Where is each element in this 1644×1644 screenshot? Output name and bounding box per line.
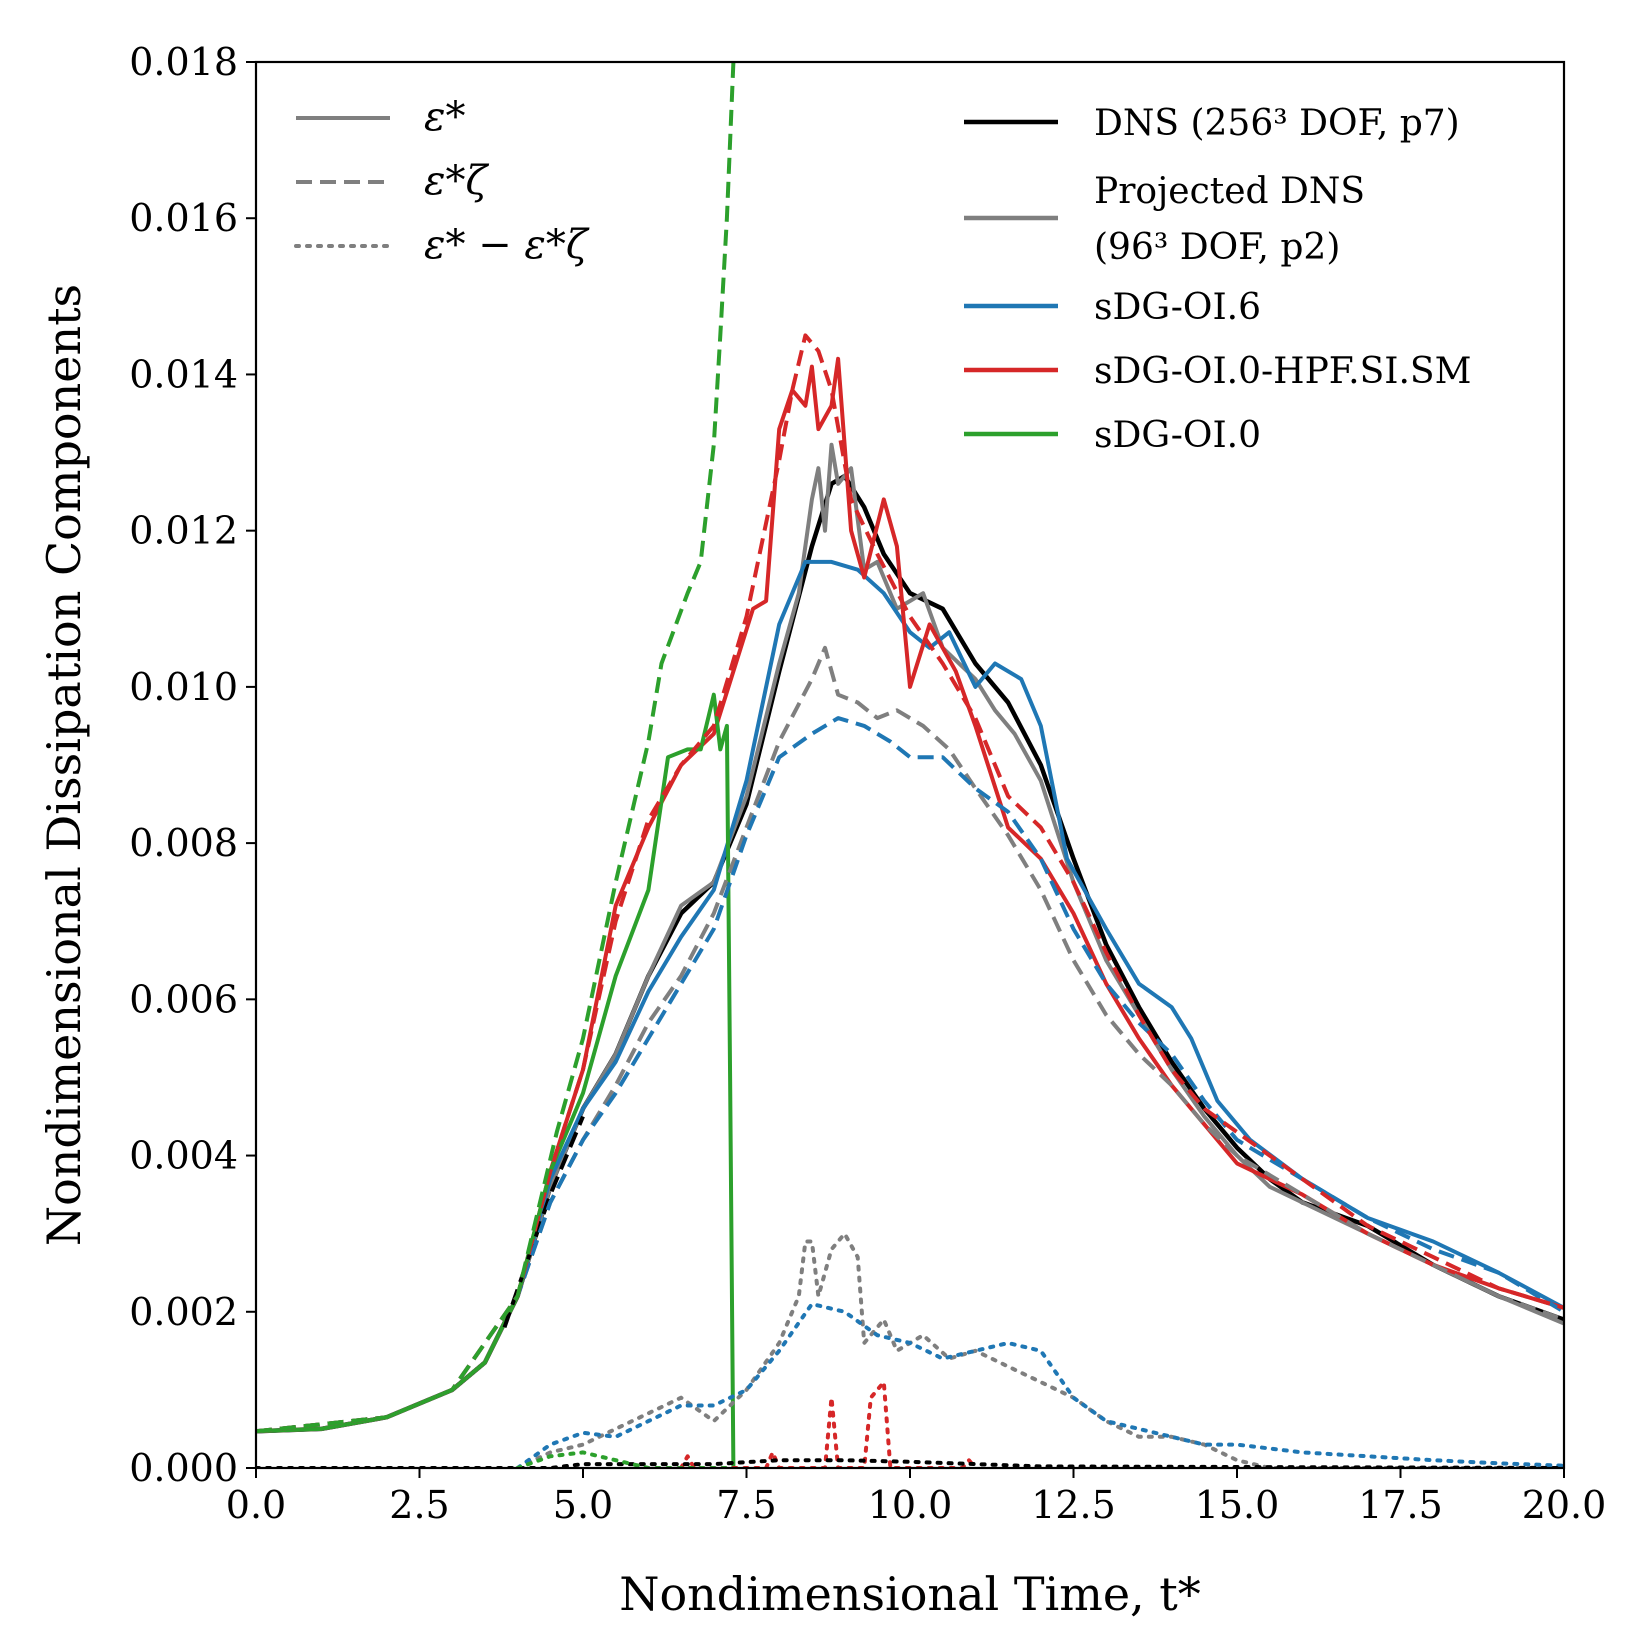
y-tick-label: 0.016 [129,196,238,240]
y-axis-label: Nondimensional Dissipation Components [37,284,91,1246]
series-line-11 [515,1302,1564,1468]
style-legend: ε* ε*ζ ε* − ε*ζ [294,94,590,268]
x-tick-label: 0.0 [226,1483,286,1527]
series-legend-label: Projected DNS [1094,171,1365,212]
series-line-8 [256,333,1564,1434]
y-tick-label: 0.000 [129,1446,238,1490]
y-tick-label: 0.014 [129,352,238,396]
x-tick-label: 17.5 [1358,1483,1443,1527]
y-tick-label: 0.002 [129,1290,238,1334]
x-tick-label: 5.0 [553,1483,613,1527]
series-legend-label: sDG-OI.0 [1094,415,1261,456]
y-tick-label: 0.010 [129,665,238,709]
ticks-layer: 0.0 2.5 5.0 7.5 10.0 12.5 15.0 17.5 20.0 0.000 0.0… [129,40,1606,1527]
series-line-5 [502,1115,585,1329]
x-axis-label: Nondimensional Time, t* [619,1567,1201,1621]
x-tick-label: 2.5 [389,1483,449,1527]
x-tick-label: 20.0 [1522,1483,1607,1527]
x-tick-label: 15.0 [1195,1483,1280,1527]
series-line-12 [679,1380,978,1468]
plot-frame [254,60,1566,1470]
y-tick-label: 0.008 [129,821,238,865]
series-legend: DNS (256³ DOF, p7) Projected DNS (96³ DOF,… [964,103,1471,456]
series-legend-label: sDG-OI.6 [1094,287,1261,328]
y-tick-label: 0.018 [129,40,238,84]
x-tick-label: 7.5 [716,1483,776,1527]
series-line-13 [256,1458,1564,1468]
series-line-7 [256,716,1564,1434]
x-tick-label: 12.5 [1031,1483,1116,1527]
series-legend-label-line2: (96³ DOF, p2) [1094,227,1340,268]
y-tick-label: 0.004 [129,1134,238,1178]
series-line-6 [256,645,1564,1434]
series-legend-label: DNS (256³ DOF, p7) [1094,103,1460,144]
series-line-9 [256,62,736,1434]
series-line-3 [256,356,1564,1434]
style-legend-label: ε* [424,94,465,140]
series-line-4 [256,692,736,1468]
x-tick-label: 10.0 [868,1483,953,1527]
series-line-2 [256,559,1564,1434]
series-legend-label: sDG-OI.0-HPF.SI.SM [1094,351,1471,392]
series-layer [256,62,1564,1468]
series-line-10 [515,1231,1564,1468]
style-legend-label: ε* − ε*ζ [424,222,590,268]
y-tick-label: 0.012 [129,509,238,553]
style-legend-label: ε*ζ [424,158,489,204]
y-tick-label: 0.006 [129,977,238,1021]
